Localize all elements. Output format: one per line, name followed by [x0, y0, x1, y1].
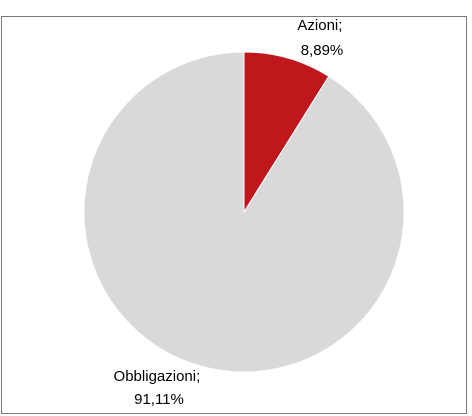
- slice-value-azioni: 8,89%: [301, 42, 344, 59]
- chart-frame: [1, 16, 467, 414]
- pie-labels: Azioni; 8,89% Obbligazioni; 91,11%: [114, 17, 346, 408]
- slice-label-azioni: Azioni; 8,89%: [297, 17, 346, 59]
- pie-slices: [83, 51, 405, 373]
- slice-name-azioni: Azioni;: [297, 17, 342, 34]
- slice-label-obbligazioni: Obbligazioni; 91,11%: [114, 368, 205, 408]
- slice-value-obbligazioni: 91,11%: [134, 391, 184, 408]
- slice-name-obbligazioni: Obbligazioni;: [114, 368, 201, 385]
- pie-slice-obbligazioni: [83, 51, 405, 373]
- pie-slice-azioni: [243, 51, 330, 214]
